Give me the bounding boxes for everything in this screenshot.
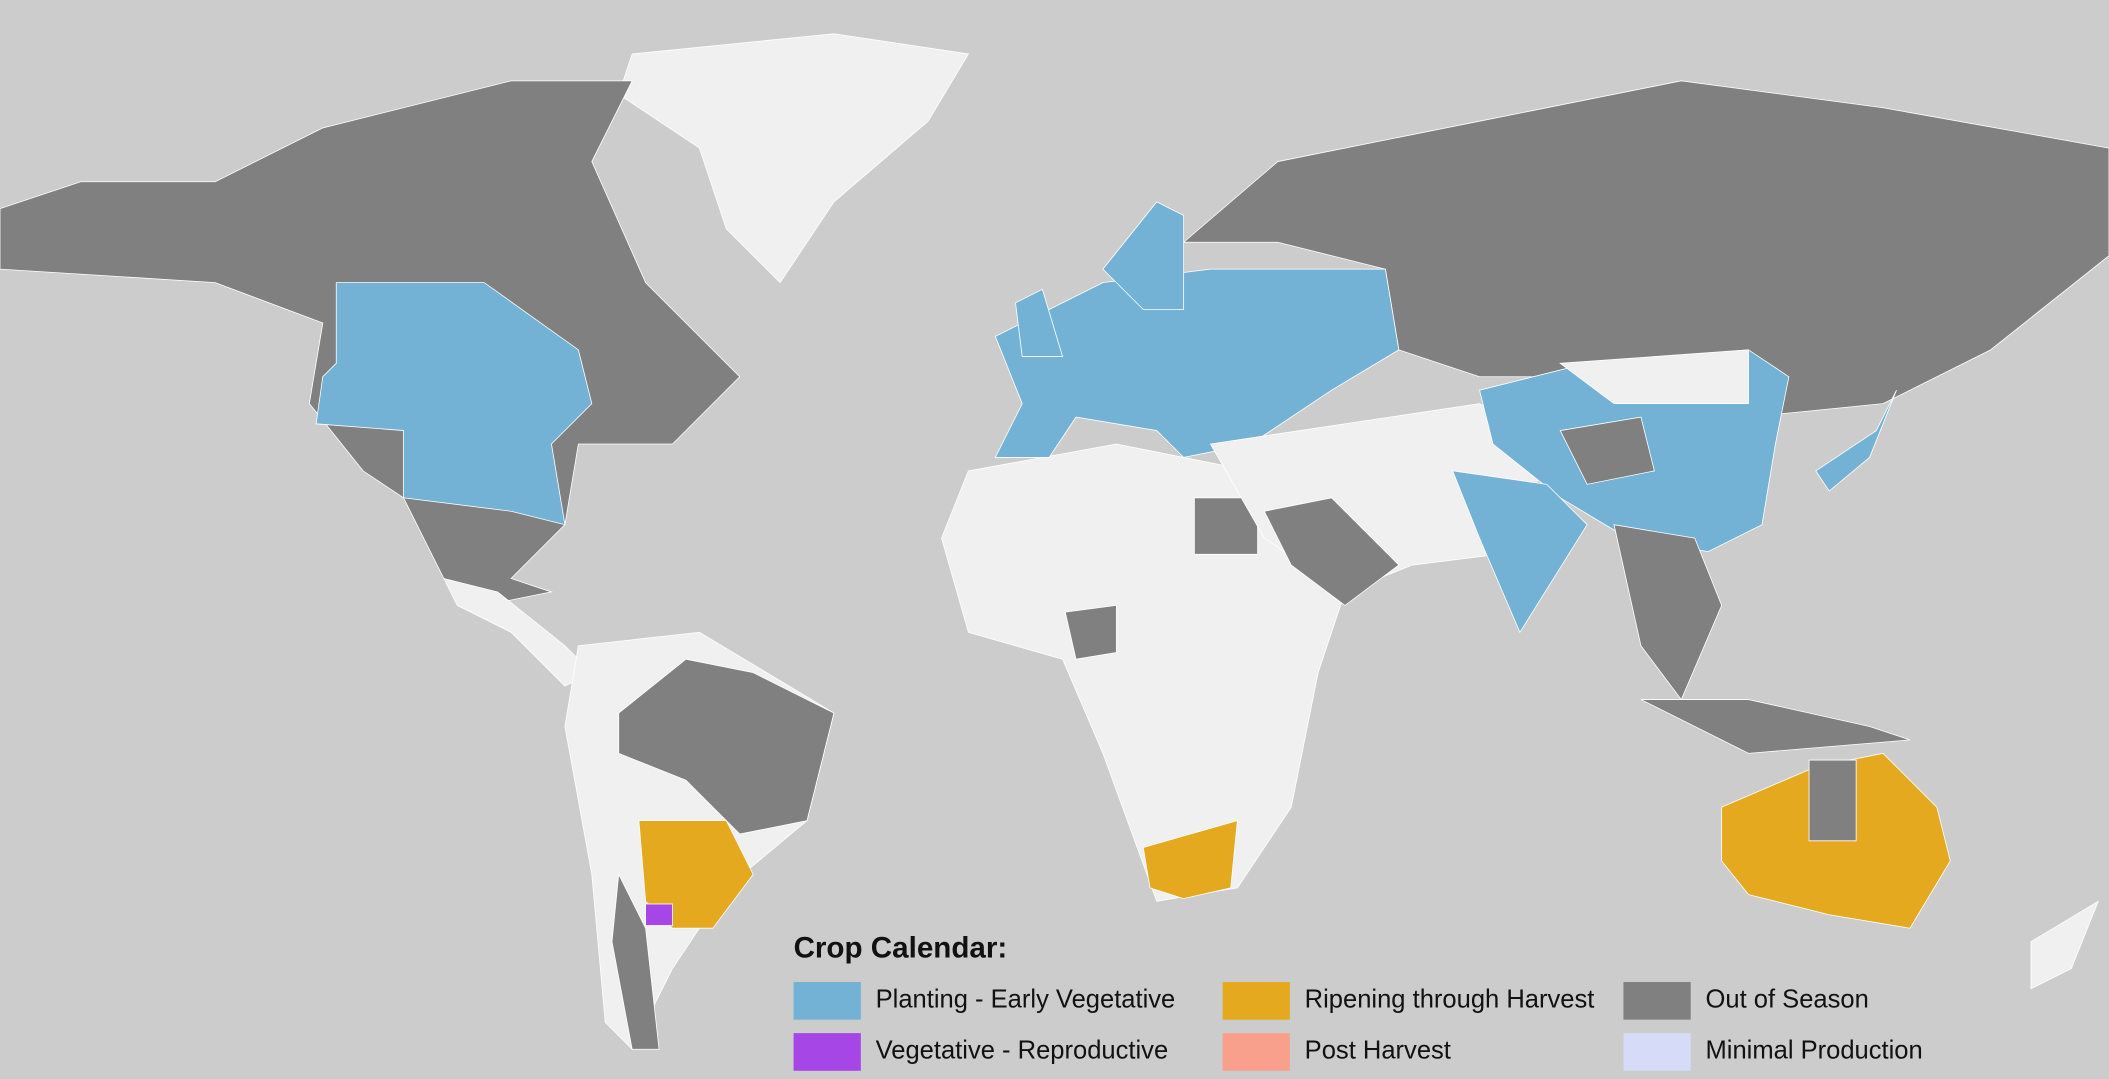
brazil (618, 658, 835, 835)
legend-swatch (1222, 1033, 1290, 1071)
tibet (1559, 416, 1655, 485)
scandinavia (1102, 201, 1185, 310)
united-states (315, 282, 593, 526)
indonesia (1640, 699, 1911, 754)
legend-swatch (793, 982, 861, 1020)
argentina-north (638, 820, 754, 929)
legend-swatch (1623, 982, 1691, 1020)
greenland (618, 33, 970, 284)
south-africa (1142, 820, 1238, 900)
india (1451, 470, 1588, 634)
legend-swatch (793, 1033, 861, 1071)
uk (1015, 288, 1064, 357)
legend-swatch (1222, 982, 1290, 1020)
legend-label: Minimal Production (1705, 1037, 1922, 1065)
argentina-south (611, 872, 660, 1050)
southeast-asia (1613, 524, 1723, 701)
legend-label: Out of Season (1705, 986, 1868, 1014)
legend-label: Planting - Early Vegetative (876, 986, 1176, 1014)
legend-swatch (1623, 1033, 1691, 1071)
argentina-pampa (645, 903, 673, 926)
legend: Crop Calendar: Planting - Early Vegetati… (793, 932, 1923, 1071)
legend-label: Post Harvest (1305, 1037, 1451, 1065)
new-zealand (2030, 900, 2100, 990)
legend-label: Ripening through Harvest (1305, 986, 1595, 1014)
egypt (1193, 497, 1259, 555)
mongolia (1559, 349, 1749, 405)
japan (1815, 390, 1897, 492)
legend-title: Crop Calendar: (794, 932, 1008, 965)
legend-label: Vegetative - Reproductive (876, 1037, 1169, 1065)
saudi-arabia (1263, 497, 1400, 606)
land (0, 33, 2109, 1050)
nigeria (1064, 604, 1117, 660)
northern-territory (1808, 759, 1857, 842)
